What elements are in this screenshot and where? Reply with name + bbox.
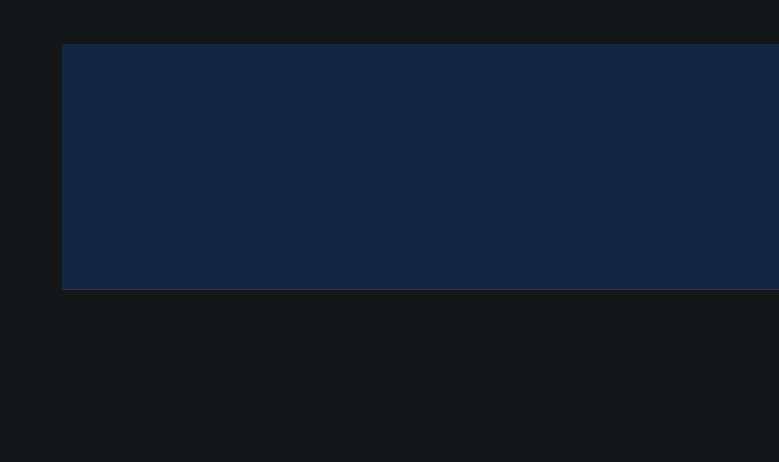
cpu-graph-canvas[interactable] xyxy=(62,44,779,290)
cpu-graph xyxy=(62,44,779,290)
legend-table xyxy=(0,314,779,336)
plot-background xyxy=(62,44,779,290)
legend-header xyxy=(0,314,779,336)
